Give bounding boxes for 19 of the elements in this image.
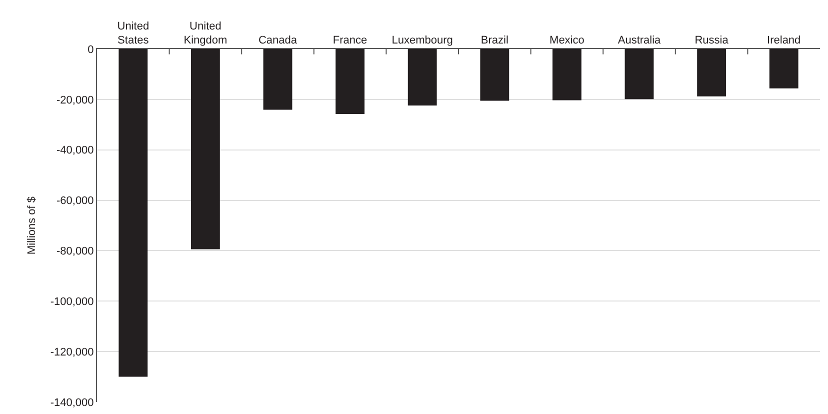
y-tick-label: -60,000 xyxy=(56,195,94,208)
y-tick-label: -120,000 xyxy=(50,346,94,358)
y-axis-title: Millions of $ xyxy=(26,196,38,255)
x-tick-label: Luxembourg xyxy=(392,34,453,47)
x-tick-label: Russia xyxy=(694,34,730,47)
y-tick-label: -40,000 xyxy=(56,144,94,157)
x-tick-label: United Kingdom xyxy=(184,20,228,47)
y-tick-label: -100,000 xyxy=(50,296,94,308)
x-tick-label: Australia xyxy=(618,34,662,47)
y-tick-label: -20,000 xyxy=(56,94,94,106)
x-tick-label: United States xyxy=(117,20,150,47)
y-tick-label: 0 xyxy=(88,44,94,56)
x-tick-label: Brazil xyxy=(480,34,508,47)
x-tick-label: Canada xyxy=(258,34,298,47)
y-tick-label: -80,000 xyxy=(56,246,94,258)
x-tick-label: Ireland xyxy=(767,34,801,47)
x-tick-label: Mexico xyxy=(550,34,584,47)
x-tick-label: France xyxy=(332,34,368,47)
y-tick-label: -140,000 xyxy=(50,396,94,409)
